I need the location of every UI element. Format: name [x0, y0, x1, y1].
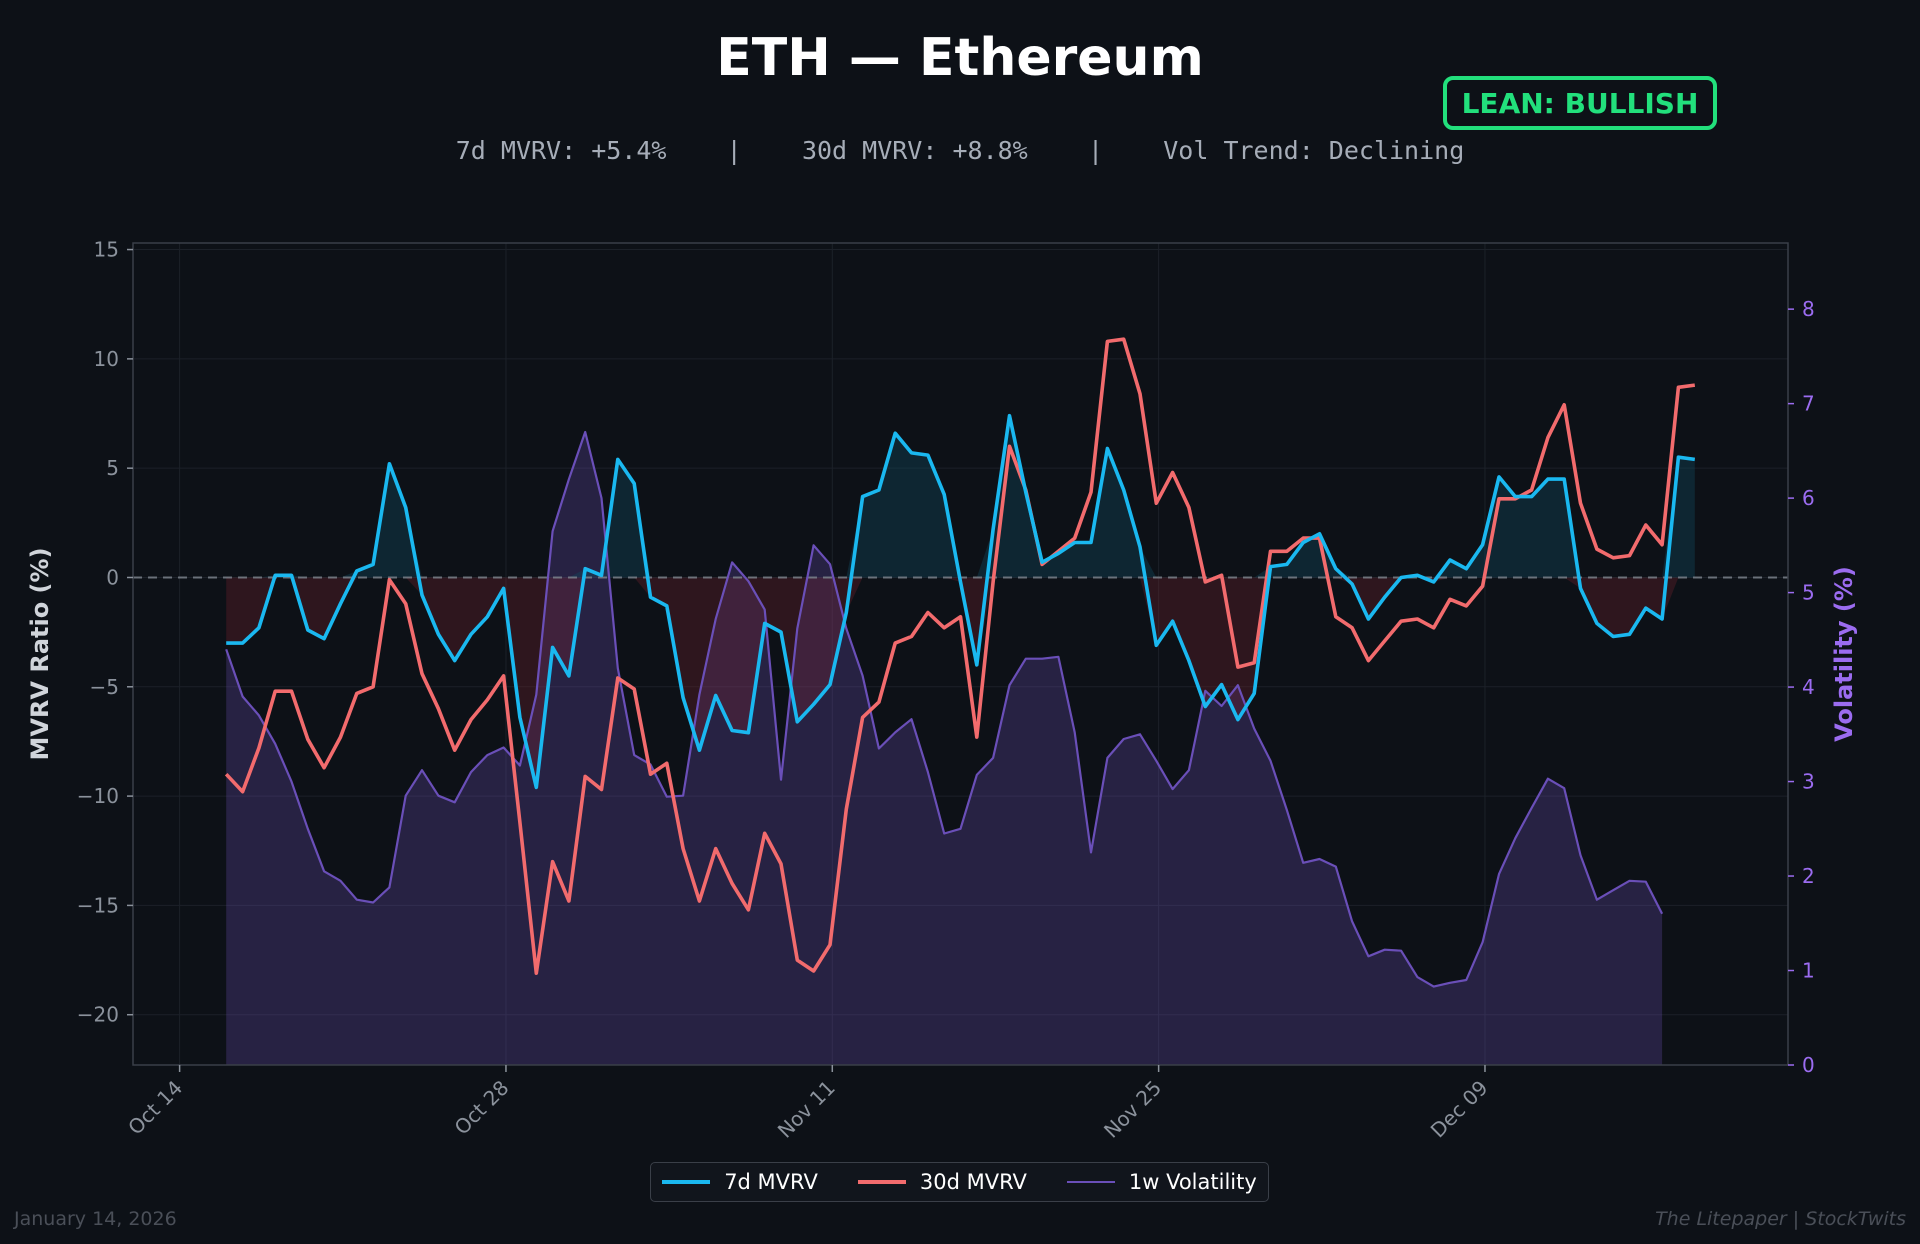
stats-subtitle: 7d MVRV: +5.4% | 30d MVRV: +8.8% | Vol T…: [0, 136, 1920, 165]
lean-badge: LEAN: BULLISH: [1443, 76, 1717, 130]
stat-separator: |: [1087, 136, 1104, 165]
x-tick-label: Dec 09: [1426, 1076, 1493, 1143]
negative-fill-area: [226, 577, 1695, 788]
chart-title: ETH — Ethereum: [716, 28, 1204, 88]
y2-tick-label: 8: [1802, 297, 1815, 321]
y2-tick-label: 6: [1802, 486, 1815, 510]
y-tick-label: 15: [94, 238, 119, 262]
y2-tick-label: 2: [1802, 864, 1815, 888]
stat-7d-mvrv: 7d MVRV: +5.4%: [455, 136, 667, 165]
y2-tick-label: 4: [1802, 675, 1815, 699]
y-tick-label: −20: [77, 1003, 119, 1027]
y2-tick-label: 3: [1802, 770, 1815, 794]
series-lines: [224, 337, 1696, 988]
legend-item-30d-mvrv: 30d MVRV: [857, 1170, 1027, 1194]
y-tick-label: −15: [77, 893, 119, 917]
legend-item-7d-mvrv: 7d MVRV: [662, 1170, 818, 1194]
mvrv-30d-line: [224, 337, 1696, 976]
stat-separator: |: [726, 136, 742, 165]
y-tick-label: 5: [106, 456, 119, 480]
legend-swatch-30d: [857, 1180, 906, 1184]
legend-label-vol: 1w Volatility: [1128, 1170, 1257, 1194]
y-tick-label: 10: [94, 347, 119, 371]
legend-item-volatility: 1w Volatility: [1066, 1170, 1257, 1194]
footer-date: January 14, 2026: [14, 1208, 177, 1230]
legend-swatch-vol: [1066, 1181, 1115, 1183]
y2-tick-label: 5: [1802, 581, 1815, 605]
volatility-line: [225, 430, 1664, 988]
mvrv-7d-line: [226, 413, 1696, 790]
stat-30d-mvrv: 30d MVRV: +8.8%: [801, 136, 1028, 165]
y2-tick-label: 1: [1802, 959, 1815, 983]
legend: 7d MVRV 30d MVRV 1w Volatility: [650, 1162, 1269, 1202]
legend-swatch-7d: [662, 1180, 711, 1184]
legend-label-30d: 30d MVRV: [919, 1170, 1027, 1194]
legend-label-7d: 7d MVRV: [724, 1170, 818, 1194]
footer-credit: The Litepaper | StockTwits: [1655, 1208, 1906, 1230]
y2-axis-label: Volatility (%): [1830, 566, 1858, 742]
plot-frame: [132, 242, 1789, 1066]
x-tick-label: Oct 14: [123, 1076, 187, 1140]
fill-areas: [226, 415, 1695, 1065]
y-axis-label: MVRV Ratio (%): [26, 547, 54, 760]
y-tick-label: −10: [77, 784, 119, 808]
x-tick-label: Nov 25: [1099, 1076, 1166, 1143]
y2-tick-label: 0: [1802, 1053, 1815, 1077]
y-tick-label: −5: [90, 675, 119, 699]
x-tick-label: Oct 28: [450, 1076, 514, 1140]
y-tick-label: 0: [106, 565, 119, 589]
x-tick-label: Nov 11: [773, 1076, 840, 1143]
volatility-area: [226, 432, 1663, 1065]
stat-vol-trend: Vol Trend: Declining: [1163, 136, 1465, 165]
positive-fill-area: [226, 415, 1695, 578]
y2-tick-label: 7: [1802, 392, 1815, 416]
